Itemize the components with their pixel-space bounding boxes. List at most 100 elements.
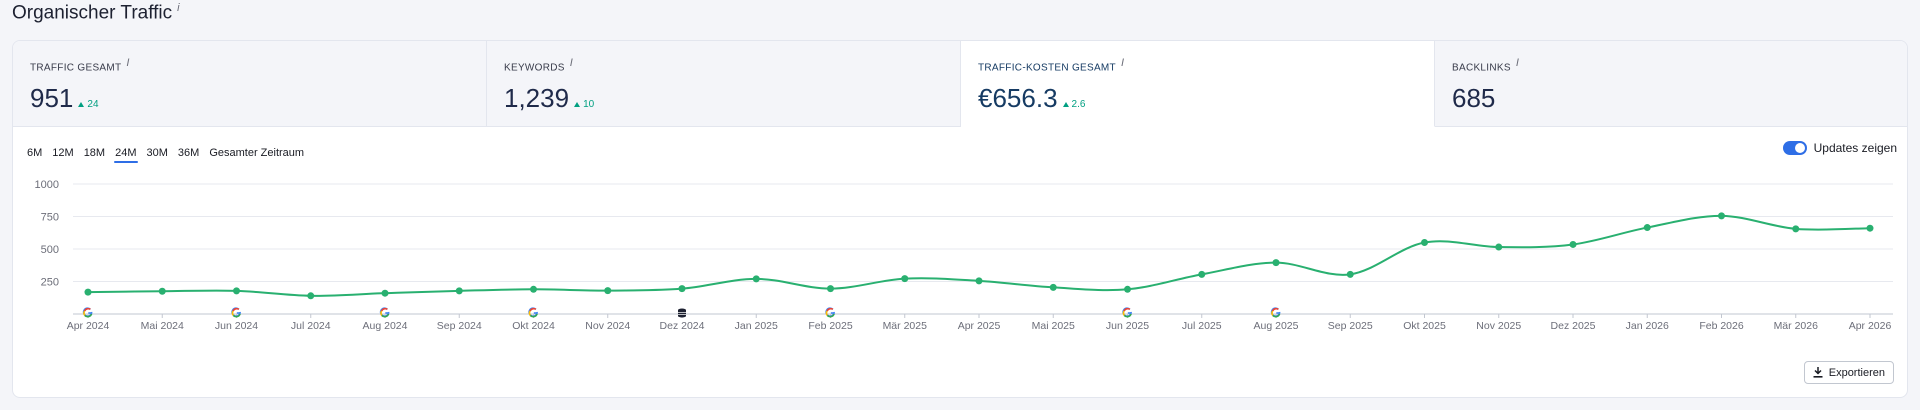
range-button-gesamter-zeitraum[interactable]: Gesamter Zeitraum: [209, 147, 305, 159]
database-icon[interactable]: [678, 308, 686, 318]
x-tick-label: Apr 2024: [67, 320, 110, 332]
x-tick-label: Nov 2024: [585, 320, 630, 332]
google-icon[interactable]: [82, 307, 93, 318]
y-tick-label: 750: [41, 212, 59, 224]
x-tick-label: Jul 2025: [1182, 320, 1222, 332]
data-point: [158, 287, 166, 295]
google-icon[interactable]: [1270, 307, 1281, 318]
info-icon[interactable]: i: [126, 57, 130, 69]
google-icon[interactable]: [379, 307, 390, 318]
data-point: [1643, 224, 1651, 232]
kpi-label: BACKLINKS i: [1452, 57, 1892, 73]
x-tick-label: Aug 2025: [1254, 320, 1299, 332]
kpi-delta-value: 10: [583, 99, 595, 111]
export-button[interactable]: Exportieren: [1803, 361, 1894, 384]
data-point: [1049, 283, 1057, 291]
kpi-delta-value: 24: [87, 99, 99, 111]
kpi-value-line: 685: [1452, 83, 1892, 114]
kpi-delta: 10: [574, 99, 594, 110]
google-icon[interactable]: [1122, 307, 1132, 318]
kpi-tile-2[interactable]: TRAFFIC-KOSTEN GESAMT i €656.3 2.6: [961, 41, 1435, 127]
data-point: [1346, 270, 1354, 278]
x-tick-label: Jan 2026: [1626, 320, 1669, 332]
x-tick-label: Dez 2025: [1551, 320, 1596, 332]
x-tick-label: Okt 2025: [1403, 320, 1446, 332]
x-tick-label: Aug 2024: [363, 320, 408, 332]
traffic-card: TRAFFIC GESAMT i 951 24 KEYWORDS i 1,239 10 TRAF…: [12, 40, 1908, 398]
google-icon[interactable]: [231, 307, 241, 318]
kpi-label: TRAFFIC-KOSTEN GESAMT i: [978, 57, 1417, 73]
data-point: [604, 287, 612, 295]
y-tick-label: 1000: [35, 179, 59, 191]
kpi-label-text: KEYWORDS: [504, 62, 565, 74]
x-tick-label: Feb 2025: [808, 320, 853, 332]
kpi-delta: 2.6: [1062, 99, 1086, 111]
info-icon[interactable]: i: [569, 57, 574, 69]
kpi-value: 685: [1452, 83, 1496, 114]
data-point: [1866, 224, 1874, 232]
data-point: [975, 277, 983, 285]
toggle-switch[interactable]: [1782, 141, 1807, 155]
x-tick-label: Mai 2025: [1032, 320, 1075, 332]
toggle-knob: [1794, 143, 1805, 153]
kpi-label-text: TRAFFIC-KOSTEN GESAMT: [978, 62, 1116, 74]
x-tick-label: Nov 2025: [1476, 320, 1521, 332]
range-button-30m[interactable]: 30M: [146, 147, 168, 159]
data-point: [678, 285, 686, 293]
range-button-12m[interactable]: 12M: [52, 147, 74, 159]
data-point: [827, 285, 834, 293]
up-arrow-icon: [78, 102, 85, 108]
kpi-label: TRAFFIC GESAMT i: [30, 57, 469, 73]
updates-toggle[interactable]: Updates zeigen: [1782, 141, 1897, 155]
range-button-36m[interactable]: 36M: [177, 147, 200, 159]
kpi-value: 951: [30, 83, 74, 114]
x-tick-label: Jan 2025: [735, 320, 778, 332]
info-icon[interactable]: i: [1120, 57, 1125, 69]
range-button-24m[interactable]: 24M: [114, 147, 138, 163]
google-icon[interactable]: [528, 307, 538, 318]
info-icon[interactable]: i: [177, 2, 180, 14]
kpi-tile-1[interactable]: KEYWORDS i 1,239 10: [487, 41, 961, 127]
x-tick-label: Sep 2025: [1328, 320, 1373, 332]
data-point: [901, 275, 909, 283]
kpi-label: KEYWORDS i: [504, 57, 943, 73]
x-tick-label: Dez 2024: [660, 320, 705, 332]
traffic-line-chart: 250 500 750 1000 Apr 2024 Mai 2024 Jun 2024 Jul…: [35, 179, 1893, 332]
x-tick-label: Mär 2025: [883, 320, 928, 332]
export-label: Exportieren: [1828, 366, 1885, 379]
page-title-text: Organischer Traffic: [12, 2, 173, 24]
data-point: [1272, 259, 1280, 267]
kpi-tile-0[interactable]: TRAFFIC GESAMT i 951 24: [13, 41, 487, 127]
page-title: Organischer Traffic i: [12, 2, 180, 24]
kpi-value-line: 1,239 10: [504, 83, 943, 114]
data-point: [307, 292, 315, 300]
x-tick-label: Jul 2024: [291, 320, 331, 332]
y-tick-label: 250: [41, 277, 59, 289]
kpi-value-line: 951 24: [30, 83, 469, 114]
data-point: [233, 287, 240, 295]
google-icon[interactable]: [825, 307, 835, 318]
kpi-delta-value: 2.6: [1071, 99, 1086, 111]
data-point: [1124, 285, 1131, 293]
range-selector: 6M 12M 18M 24M 30M 36M Gesamter Zeitraum: [27, 145, 305, 163]
y-tick-label: 500: [41, 244, 59, 256]
kpi-row: TRAFFIC GESAMT i 951 24 KEYWORDS i 1,239 10 TRAF…: [13, 41, 1907, 127]
download-icon: [1813, 367, 1823, 378]
data-point: [381, 289, 389, 297]
data-point: [1198, 270, 1206, 278]
data-point: [1718, 212, 1725, 220]
kpi-delta: 24: [78, 99, 99, 111]
data-point: [1495, 243, 1503, 251]
x-tick-label: Sep 2024: [437, 320, 482, 332]
kpi-value: €656.3: [978, 83, 1058, 114]
data-point: [1421, 239, 1428, 246]
kpi-value: 1,239: [504, 83, 570, 114]
info-icon[interactable]: i: [1515, 57, 1520, 69]
data-point: [752, 275, 760, 283]
up-arrow-icon: [1062, 102, 1069, 108]
kpi-tile-3[interactable]: BACKLINKS i 685: [1435, 41, 1907, 127]
data-point: [1569, 240, 1577, 248]
data-point: [1792, 225, 1800, 233]
range-button-18m[interactable]: 18M: [83, 147, 106, 159]
range-button-6m[interactable]: 6M: [27, 147, 43, 159]
